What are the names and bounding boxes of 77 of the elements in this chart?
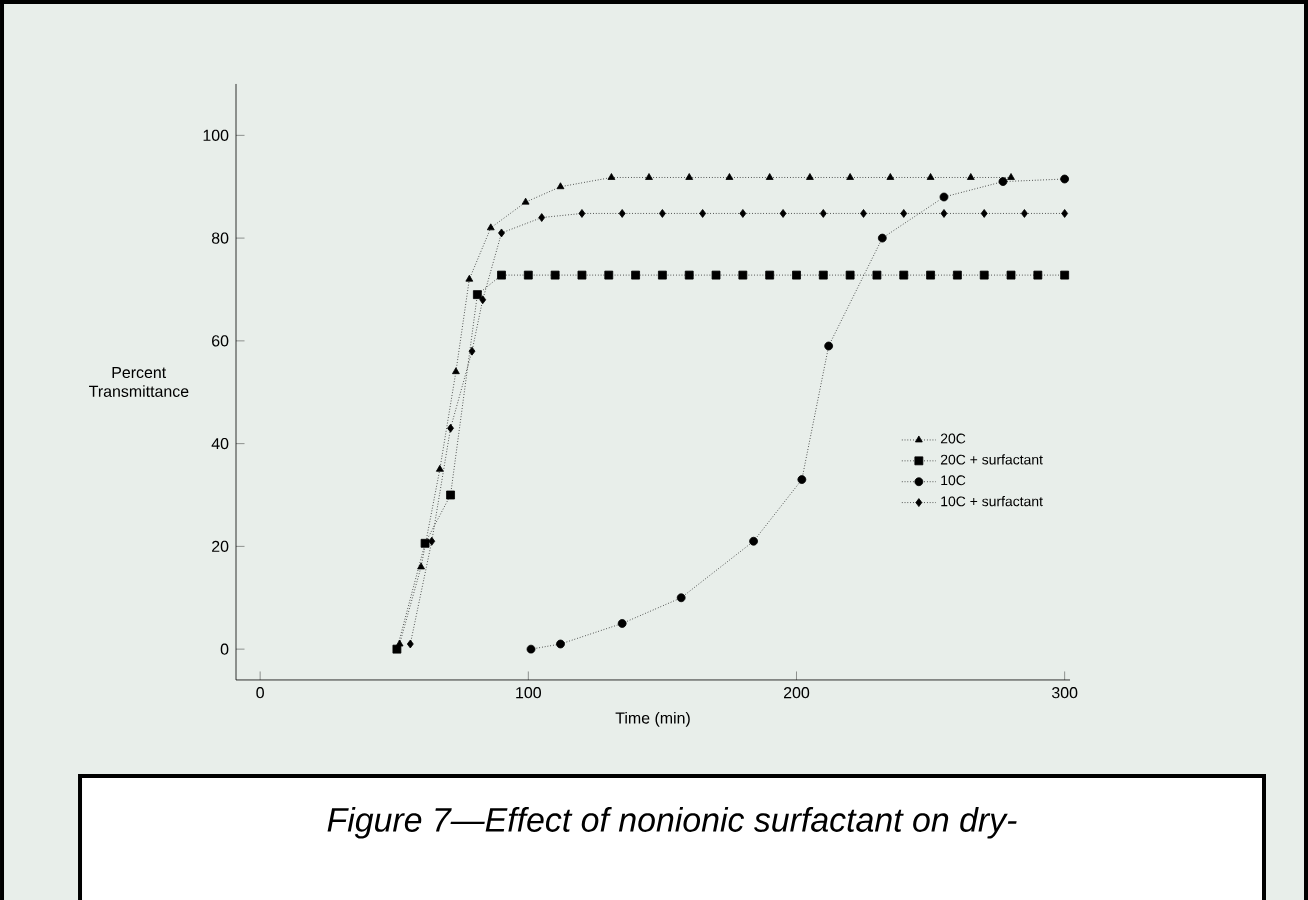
point [765, 173, 774, 180]
point [749, 536, 758, 546]
point [824, 341, 834, 351]
point [472, 290, 482, 300]
point [395, 639, 404, 647]
point [725, 173, 734, 180]
point [818, 270, 828, 280]
point [417, 562, 425, 570]
point [617, 619, 627, 628]
point [392, 644, 402, 654]
point [765, 270, 775, 280]
caption: Figure 7—Effect of nonionic surfactant on dry- [327, 807, 1017, 839]
point [420, 538, 430, 548]
point [428, 536, 436, 546]
point [685, 173, 694, 180]
point [806, 173, 814, 180]
point [607, 173, 616, 180]
point [846, 173, 854, 180]
point [1007, 173, 1015, 180]
point [486, 223, 495, 231]
point [998, 177, 1008, 186]
point [779, 209, 787, 218]
point [452, 367, 460, 375]
point [479, 295, 487, 305]
point [538, 213, 546, 222]
point [1021, 209, 1028, 218]
point [877, 233, 887, 243]
point [521, 197, 530, 205]
point [953, 270, 962, 280]
point [578, 209, 586, 218]
point [676, 593, 686, 603]
point [1060, 174, 1070, 184]
point [980, 209, 988, 218]
point [979, 270, 989, 280]
point [447, 423, 454, 433]
point [792, 270, 801, 280]
point [556, 182, 565, 190]
point [819, 209, 827, 218]
point [556, 639, 565, 649]
point [468, 346, 476, 356]
point [966, 173, 975, 180]
point [1061, 209, 1069, 218]
point [886, 173, 895, 180]
point [497, 270, 506, 280]
point [872, 270, 882, 280]
point [659, 209, 666, 218]
point [797, 475, 807, 484]
point [498, 228, 505, 238]
point [899, 270, 909, 280]
point [926, 270, 935, 280]
point [939, 192, 949, 202]
point [465, 274, 474, 282]
point [446, 490, 455, 500]
point [699, 209, 707, 218]
point [406, 639, 414, 649]
point [1006, 270, 1016, 280]
point [711, 270, 721, 280]
point [900, 209, 908, 218]
point [845, 270, 855, 280]
point [738, 270, 748, 280]
point [435, 464, 444, 472]
point [658, 270, 667, 280]
point [739, 209, 747, 218]
point [550, 270, 560, 280]
point [577, 270, 587, 280]
point [526, 644, 536, 654]
point [631, 270, 640, 280]
point [926, 173, 935, 180]
point [523, 270, 533, 280]
point [1033, 270, 1043, 280]
point [618, 209, 626, 218]
point [860, 209, 867, 218]
point [604, 270, 614, 280]
point [645, 173, 653, 180]
point [1060, 270, 1070, 280]
point [684, 270, 694, 280]
point [940, 209, 948, 218]
